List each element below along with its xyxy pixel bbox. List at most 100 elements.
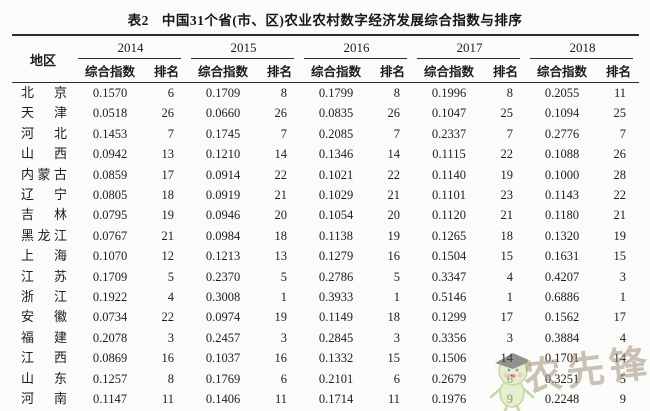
index-value: 0.1037	[205, 351, 241, 366]
rank-value: 18	[387, 310, 401, 325]
index-value: 0.0942	[92, 147, 128, 162]
index-value: 0.1714	[318, 392, 354, 407]
index-value: 0.3251	[544, 371, 580, 386]
index-value: 0.0859	[92, 167, 128, 182]
index-value: 0.2085	[318, 126, 354, 141]
index-value: 0.1101	[432, 188, 466, 203]
index-value: 0.2776	[544, 126, 580, 141]
region-name: 安徽	[21, 309, 67, 325]
rank-value: 19	[161, 208, 175, 223]
index-value: 0.1149	[319, 310, 353, 325]
index-value: 0.1769	[205, 371, 241, 386]
rank-value: 15	[500, 249, 514, 264]
index-value: 0.1094	[544, 106, 580, 121]
rank-value: 19	[274, 310, 288, 325]
rank-value: 25	[500, 106, 514, 121]
index-value: 0.1709	[92, 269, 128, 284]
rank-value: 9	[619, 392, 626, 407]
index-value: 0.6886	[544, 290, 580, 305]
index-value: 0.0660	[205, 106, 241, 121]
rank-value: 5	[619, 371, 626, 386]
index-value: 0.3356	[431, 330, 467, 345]
index-value: 0.2370	[205, 269, 241, 284]
subheader-index: 综合指数	[526, 59, 598, 83]
rank-value: 26	[387, 106, 401, 121]
index-value: 0.1138	[319, 228, 353, 243]
rank-value: 18	[274, 228, 288, 243]
subheader-rank: 排名	[259, 59, 300, 83]
table-row: 江西 0.0869 16 0.1037 16 0.1332 15 0.1506 14 0.1701…	[12, 348, 639, 368]
subheader-rank: 排名	[146, 59, 187, 83]
table-row: 河南 0.1147 11 0.1406 11 0.1714 11 0.1976 9 0.2248 9	[12, 389, 639, 409]
region-name: 江西	[21, 350, 67, 366]
rank-value: 11	[274, 392, 287, 407]
rank-value: 14	[613, 351, 627, 366]
subheader-rank: 排名	[598, 59, 639, 83]
index-value: 0.1406	[205, 392, 241, 407]
comprehensive-index-table: 地区 2014 2015 2016 2017 2018 综合指数 排名 综合指数 排名 综合指数…	[12, 34, 639, 410]
index-value: 0.0767	[92, 228, 128, 243]
index-value: 0.0984	[205, 228, 241, 243]
index-value: 0.2679	[431, 371, 467, 386]
index-value: 0.3008	[205, 290, 241, 305]
rank-value: 7	[393, 126, 400, 141]
page-title: 表2 中国31个省(市、区)农业农村数字经济发展综合指数与排序	[0, 0, 650, 29]
index-value: 0.0914	[205, 167, 241, 182]
rank-value: 21	[387, 188, 401, 203]
index-value: 0.1279	[318, 249, 354, 264]
index-value: 0.1180	[545, 208, 579, 223]
rank-value: 7	[506, 126, 513, 141]
table-row: 北京 0.1570 6 0.1709 8 0.1799 8 0.1996 8 0.2055 11	[12, 83, 639, 103]
region-name-cell: 浙江	[12, 287, 74, 307]
index-value: 0.1332	[318, 351, 354, 366]
index-value: 0.2101	[318, 371, 354, 386]
rank-value: 17	[500, 310, 514, 325]
rank-value: 3	[393, 330, 400, 345]
table-row: 黑龙江 0.0767 21 0.0984 18 0.1138 19 0.1265 18 0.132…	[12, 226, 639, 246]
rank-value: 15	[387, 351, 401, 366]
rank-value: 8	[393, 86, 400, 100]
region-name-cell: 天津	[12, 103, 74, 123]
index-value: 0.0518	[92, 106, 128, 121]
year-header: 2016	[300, 36, 413, 59]
index-value: 0.0795	[92, 208, 128, 223]
index-value: 0.2248	[544, 392, 580, 407]
region-name: 吉林	[21, 207, 67, 223]
rank-value: 6	[506, 371, 513, 386]
table-row: 上海 0.1070 12 0.1213 13 0.1279 16 0.1504 15 0.1631…	[12, 246, 639, 266]
rank-value: 21	[274, 188, 288, 203]
index-value: 0.1021	[318, 167, 354, 182]
table-row: 内蒙古 0.0859 17 0.0914 22 0.1021 22 0.1140 19 0.100…	[12, 165, 639, 185]
region-name: 辽宁	[21, 187, 67, 203]
rank-value: 5	[167, 269, 174, 284]
rank-value: 3	[167, 330, 174, 345]
region-name: 浙江	[21, 289, 67, 305]
index-value: 0.2845	[318, 330, 354, 345]
rank-value: 14	[387, 147, 401, 162]
rank-value: 4	[506, 269, 513, 284]
table-row: 浙江 0.1922 4 0.3008 1 0.3933 1 0.5146 1 0.6886 1	[12, 287, 639, 307]
index-value: 0.1701	[544, 351, 580, 366]
region-name: 河南	[21, 391, 67, 407]
region-name-cell: 河南	[12, 389, 74, 409]
region-name-cell: 安徽	[12, 307, 74, 327]
index-value: 0.1504	[431, 249, 467, 264]
index-value: 0.1799	[318, 86, 354, 100]
index-value: 0.3884	[544, 330, 580, 345]
rank-value: 11	[613, 86, 626, 100]
index-value: 0.0805	[92, 188, 128, 203]
rank-value: 22	[500, 147, 514, 162]
rank-value: 16	[387, 249, 401, 264]
rank-value: 21	[500, 208, 514, 223]
index-value: 0.1299	[431, 310, 467, 325]
subheader-index: 综合指数	[74, 59, 146, 83]
region-name: 黑龙江	[21, 227, 67, 243]
rank-value: 7	[280, 126, 287, 141]
region-name-cell: 北京	[12, 83, 74, 103]
rank-value: 21	[613, 208, 627, 223]
index-value: 0.1709	[205, 86, 241, 100]
rank-value: 1	[393, 290, 400, 305]
index-value: 0.1213	[205, 249, 241, 264]
region-name: 上海	[21, 248, 67, 264]
rank-value: 11	[161, 392, 174, 407]
